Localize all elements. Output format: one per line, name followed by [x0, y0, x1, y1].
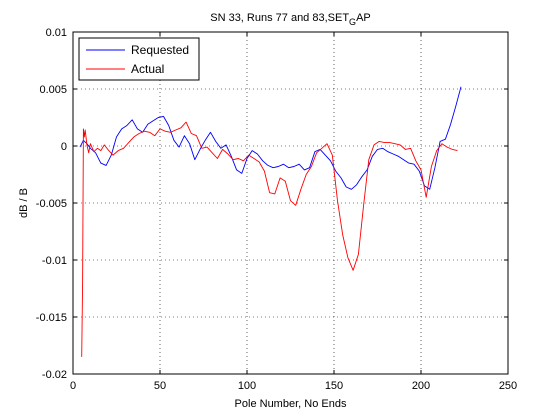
y-tick-label: 0	[61, 141, 67, 153]
legend-label-requested: Requested	[131, 43, 189, 57]
legend: Requested Actual	[78, 37, 200, 81]
x-tick-label: 150	[325, 380, 343, 392]
y-tick-label: -0.005	[36, 198, 67, 210]
x-tick-label: 50	[154, 380, 166, 392]
y-tick-label: 0.01	[46, 27, 67, 39]
title-main: SN 33, Runs 77 and 83,SET	[210, 12, 349, 24]
plot-area	[73, 32, 508, 374]
x-tick-label: 200	[412, 380, 430, 392]
grid-lines	[73, 32, 508, 374]
series-line-requested	[79, 86, 462, 190]
legend-box	[78, 37, 200, 81]
y-tick-label: -0.02	[42, 369, 67, 381]
chart-title: SN 33, Runs 77 and 83,SETGAP	[210, 12, 371, 27]
y-axis-label: dB / B	[18, 188, 30, 218]
title-end: AP	[356, 12, 371, 24]
y-tick-label: -0.015	[36, 312, 67, 324]
series-line-actual	[81, 121, 458, 357]
axis-ticks: 0 50 100 150 200 250 0.01 0.005 0 -0.005 -0.01 -0.0…	[36, 27, 517, 392]
x-tick-label: 250	[499, 380, 517, 392]
title-subscript: G	[349, 17, 356, 27]
y-tick-label: 0.005	[39, 84, 67, 96]
x-tick-label: 0	[70, 380, 76, 392]
x-tick-label: 100	[238, 380, 256, 392]
series-group	[79, 86, 462, 357]
x-axis-label: Pole Number, No Ends	[235, 398, 347, 410]
y-tick-label: -0.01	[42, 255, 67, 267]
legend-label-actual: Actual	[131, 62, 164, 76]
